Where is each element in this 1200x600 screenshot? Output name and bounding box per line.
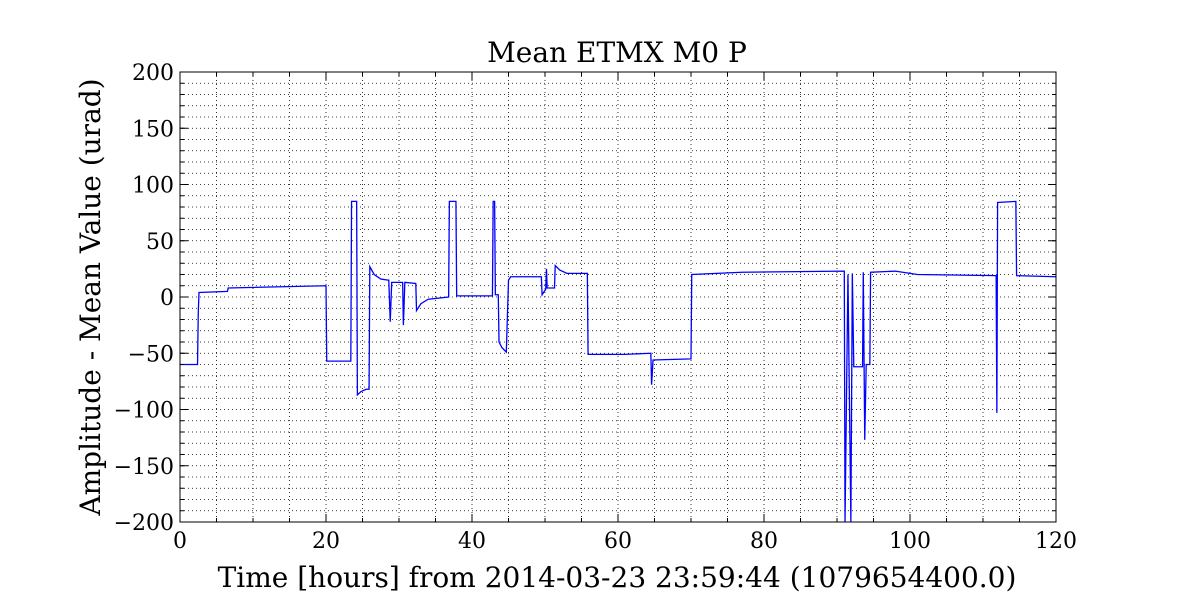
x-tick-label: 100 [889,529,931,554]
y-axis-label: Amplitude - Mean Value (urad) [74,78,107,516]
y-tick-label: 0 [160,286,174,311]
x-axis-label: Time [hours] from 2014-03-23 23:59:44 (1… [218,561,1017,594]
ticks [179,71,1057,523]
y-tick-labels: −200 −150 −100 −50 0 50 100 150 200 [114,61,174,536]
x-tick-label: 120 [1035,529,1077,554]
x-tick-label: 80 [750,529,778,554]
y-tick-label: −200 [114,511,174,536]
y-tick-label: 200 [132,61,174,86]
y-tick-label: 100 [132,174,174,199]
series-line-1 [180,200,1056,522]
x-tick-label: 0 [173,529,187,554]
chart-title: Mean ETMX M0 P [487,36,747,69]
y-tick-label: −150 [114,455,174,480]
y-tick-label: 150 [132,117,174,142]
x-tick-labels: 0 20 40 60 80 100 120 [173,529,1077,554]
x-tick-label: 40 [458,529,486,554]
y-tick-label: −50 [128,342,174,367]
x-tick-label: 20 [312,529,340,554]
y-tick-label: 50 [146,230,174,255]
x-tick-label: 60 [604,529,632,554]
plot-area [180,200,1056,522]
y-tick-label: −100 [114,399,174,424]
